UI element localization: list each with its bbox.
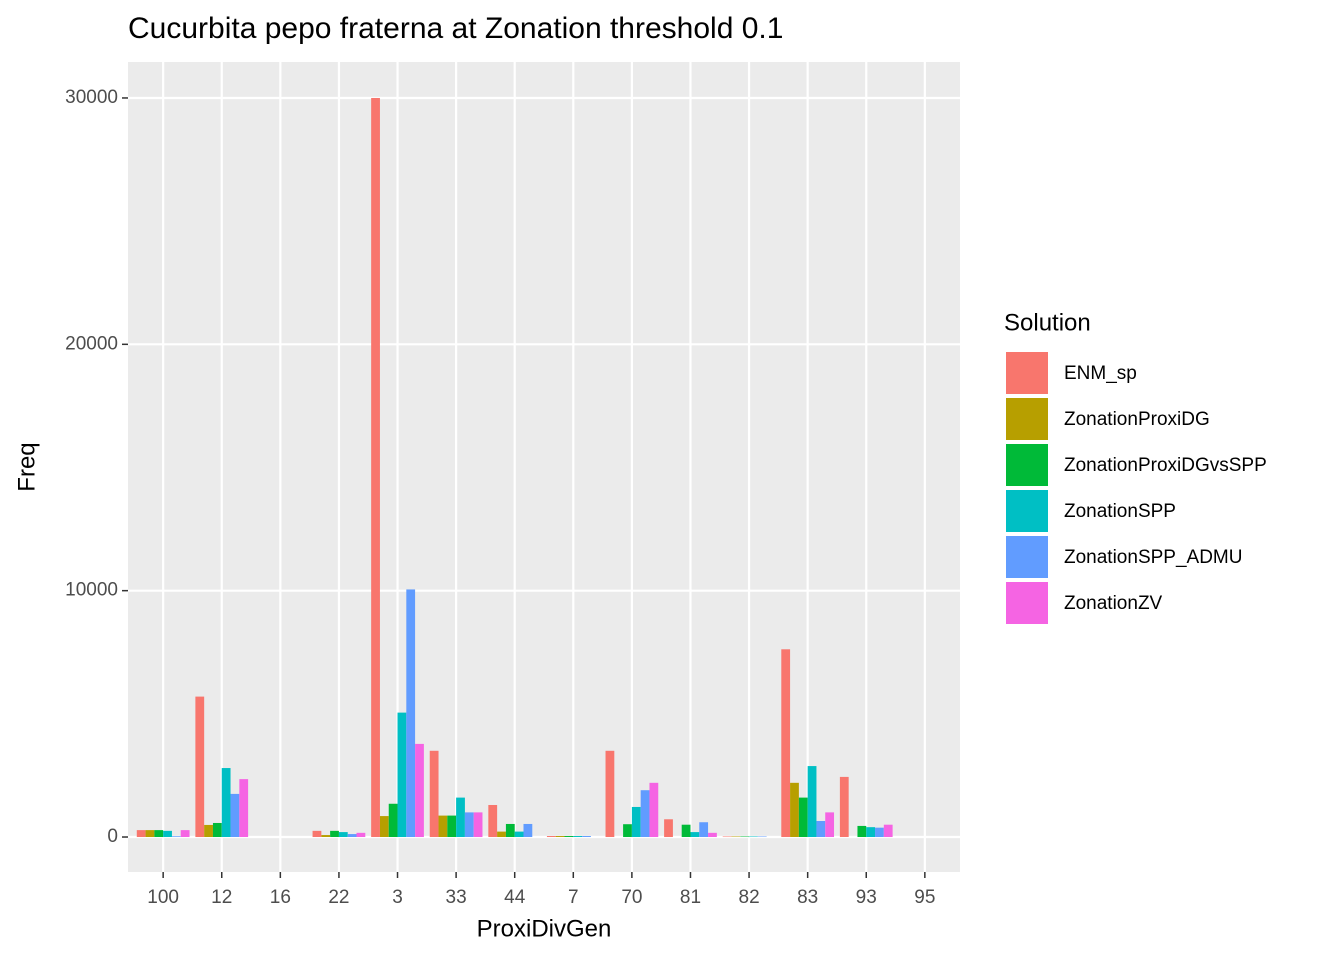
x-tick-label: 12 (211, 887, 232, 908)
bar (514, 831, 524, 838)
y-axis-title: Freq (13, 442, 40, 491)
bar (371, 97, 380, 838)
y-tick-label: 10000 (65, 580, 118, 601)
bar (312, 830, 322, 838)
bar (406, 589, 416, 838)
legend-label: ZonationProxiDG (1064, 409, 1210, 430)
bar (221, 768, 231, 838)
x-tick-label: 44 (504, 887, 526, 908)
bar (505, 823, 515, 838)
bar (356, 832, 366, 838)
bar (649, 782, 659, 838)
legend-key (1006, 352, 1048, 394)
bar (338, 832, 348, 838)
bar (154, 830, 164, 838)
x-tick-label: 70 (621, 887, 642, 908)
bar (883, 824, 893, 838)
bar (415, 743, 424, 838)
x-tick-label: 93 (856, 887, 877, 908)
bar (573, 836, 583, 838)
x-tick-label: 3 (392, 887, 403, 908)
y-tick-label: 0 (107, 826, 118, 847)
legend-title: Solution (1004, 309, 1091, 336)
bar (180, 830, 190, 838)
bar (195, 696, 205, 838)
legend-key (1006, 398, 1048, 440)
bar (798, 797, 808, 838)
bar (523, 823, 533, 838)
legend-key (1006, 490, 1048, 532)
bar (681, 824, 691, 838)
x-tick-label: 16 (270, 887, 291, 908)
x-tick-label: 33 (446, 887, 467, 908)
bar (429, 750, 439, 838)
bar (239, 779, 249, 838)
bar (875, 827, 884, 838)
bar (347, 834, 357, 838)
x-tick-label: 22 (328, 887, 349, 908)
x-tick-label: 81 (680, 887, 701, 908)
y-tick-label: 20000 (65, 333, 118, 354)
bar (163, 830, 172, 838)
bar (136, 830, 146, 838)
bar (807, 766, 817, 838)
x-tick-label: 83 (797, 887, 818, 908)
bar (708, 832, 717, 838)
bar (204, 824, 213, 838)
legend-key (1006, 582, 1048, 624)
legend-label: ENM_sp (1064, 363, 1137, 384)
bar (488, 804, 498, 838)
bar (839, 776, 849, 838)
bar (790, 782, 799, 838)
x-tick-label: 100 (147, 887, 179, 908)
bar (605, 750, 615, 838)
y-tick-label: 30000 (65, 87, 118, 108)
bar (582, 836, 591, 838)
bar (640, 790, 650, 838)
panel (128, 62, 960, 872)
bar (546, 836, 556, 838)
bar (388, 803, 398, 838)
bar (623, 824, 632, 838)
bar (497, 831, 506, 838)
bar (464, 812, 474, 838)
bar (555, 836, 565, 838)
legend-label: ZonationSPP (1064, 501, 1176, 522)
bar (447, 815, 457, 838)
bar (825, 812, 835, 838)
legend-label: ZonationZV (1064, 593, 1163, 614)
bar (456, 797, 465, 838)
bar (631, 806, 641, 838)
bar (397, 712, 407, 838)
bar (145, 830, 155, 838)
bar (171, 836, 181, 838)
bar (664, 819, 673, 838)
x-tick-label: 7 (568, 887, 579, 908)
legend-label: ZonationSPP_ADMU (1064, 547, 1242, 568)
bar (866, 827, 876, 838)
legend-key (1006, 536, 1048, 578)
x-tick-label: 82 (739, 887, 760, 908)
x-axis-title: ProxiDivGen (477, 915, 612, 942)
bar (330, 830, 339, 838)
bar (699, 822, 709, 838)
legend-label: ZonationProxiDGvsSPP (1064, 455, 1267, 476)
legend-key (1006, 444, 1048, 486)
bar (473, 812, 483, 838)
bar (690, 832, 700, 838)
bar (438, 815, 448, 838)
bar (321, 835, 331, 838)
bar (857, 825, 867, 838)
bar (816, 821, 826, 838)
x-tick-label: 95 (914, 887, 935, 908)
bar (230, 793, 240, 838)
bar (379, 816, 389, 838)
chart-title: Cucurbita pepo fraterna at Zonation thre… (128, 12, 783, 45)
bar (564, 836, 574, 838)
bar (781, 649, 791, 838)
bar (212, 822, 222, 838)
